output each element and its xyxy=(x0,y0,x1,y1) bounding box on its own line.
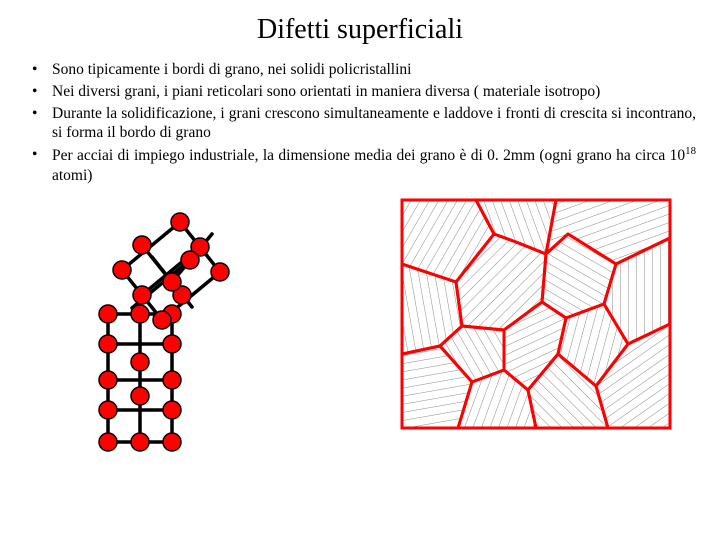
slide: Difetti superficiali Sono tipicamente i … xyxy=(0,0,720,540)
grain-svg xyxy=(396,194,676,434)
bullet-item: Sono tipicamente i bordi di grano, nei s… xyxy=(24,60,696,80)
lattice-svg xyxy=(44,194,244,454)
lattice-figure xyxy=(44,194,264,454)
page-title: Difetti superficiali xyxy=(24,14,696,46)
grain-figure xyxy=(396,194,676,434)
bullet-item: Nei diversi grani, i piani reticolari so… xyxy=(24,82,696,102)
bullet-item: Per acciai di impiego industriale, la di… xyxy=(24,145,696,186)
bullet-list: Sono tipicamente i bordi di grano, nei s… xyxy=(24,60,696,186)
bullet-item: Durante la solidificazione, i grani cres… xyxy=(24,104,696,144)
figures-row xyxy=(24,194,696,454)
